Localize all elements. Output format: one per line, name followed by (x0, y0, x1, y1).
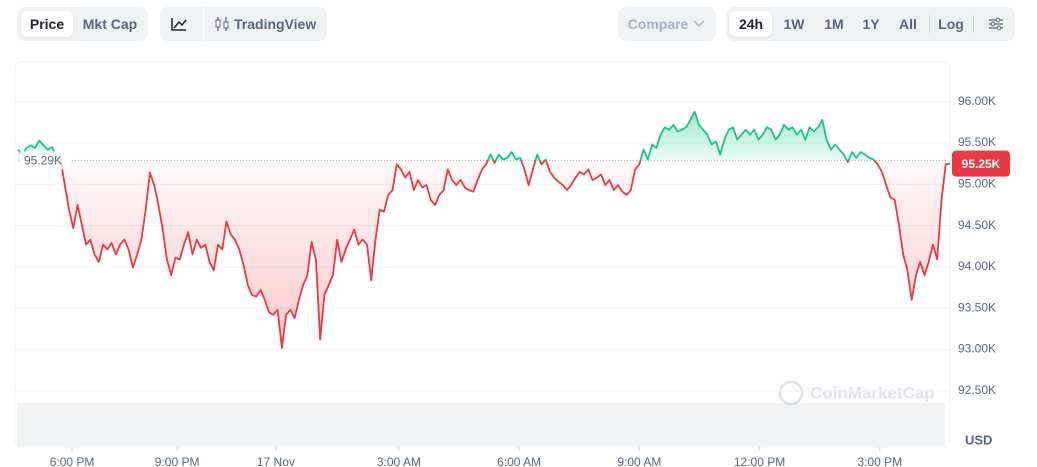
y-unit: USD (965, 432, 992, 447)
tab[interactable]: 1W (783, 16, 805, 32)
tab[interactable]: 1M (824, 16, 844, 32)
chart-tabs: TradingView (160, 7, 327, 41)
compare-label: Compare (627, 16, 689, 32)
price-line (17, 110, 951, 349)
divider (973, 15, 974, 33)
y-tick-label: 92.50K (958, 383, 996, 397)
tab[interactable]: Price (21, 11, 73, 37)
x-tick-label: 3:00 AM (377, 455, 421, 467)
area-down (60, 160, 950, 348)
x-tick-label: 9:00 PM (155, 455, 200, 467)
x-tick-label: 17 Nov (257, 455, 295, 467)
x-tick-label: 9:00 AM (617, 455, 661, 467)
y-tick-label: 94.50K (958, 218, 996, 232)
candle-icon[interactable] (214, 16, 230, 32)
watermark: CoinMarketCap (778, 380, 935, 406)
y-tick-label: 96.00K (958, 94, 996, 108)
y-tick-label: 95.00K (958, 176, 996, 190)
settings-icon[interactable] (988, 17, 1004, 31)
y-tick-label: 95.50K (958, 135, 996, 149)
x-tick-label: 6:00 AM (497, 455, 541, 467)
watermark-text: CoinMarketCap (810, 383, 935, 402)
tab[interactable]: TradingView (234, 16, 317, 32)
y-tick-label: 93.50K (958, 300, 996, 314)
divider (929, 15, 930, 33)
tab[interactable]: Log (938, 16, 964, 32)
area-up (18, 111, 950, 161)
divider (203, 7, 204, 41)
view-tabs: Price Mkt Cap (17, 7, 148, 41)
tab[interactable]: 24h (730, 11, 772, 37)
x-tick-label: 12:00 PM (734, 455, 785, 467)
last-price-label: 95.25K (962, 157, 1001, 171)
baseline-label: 95.29K (24, 153, 62, 167)
last-price-badge (952, 150, 1010, 177)
baseline-label-bg (20, 151, 70, 170)
tab[interactable]: 1Y (862, 16, 880, 32)
line-icon[interactable] (170, 16, 188, 32)
x-tick-label: 3:00 PM (857, 455, 902, 467)
x-tick-label: 6:00 PM (50, 455, 95, 467)
range-tabs: 24h 1W 1M 1Y All Log (726, 7, 1015, 41)
chevron (693, 20, 705, 28)
y-tick-label: 94.00K (958, 259, 996, 273)
y-tick-label: 93.00K (958, 342, 996, 356)
compare[interactable]: Compare (618, 7, 716, 41)
volume-band (17, 403, 945, 447)
tab[interactable]: Mkt Cap (82, 16, 138, 32)
tab[interactable]: All (899, 16, 917, 32)
